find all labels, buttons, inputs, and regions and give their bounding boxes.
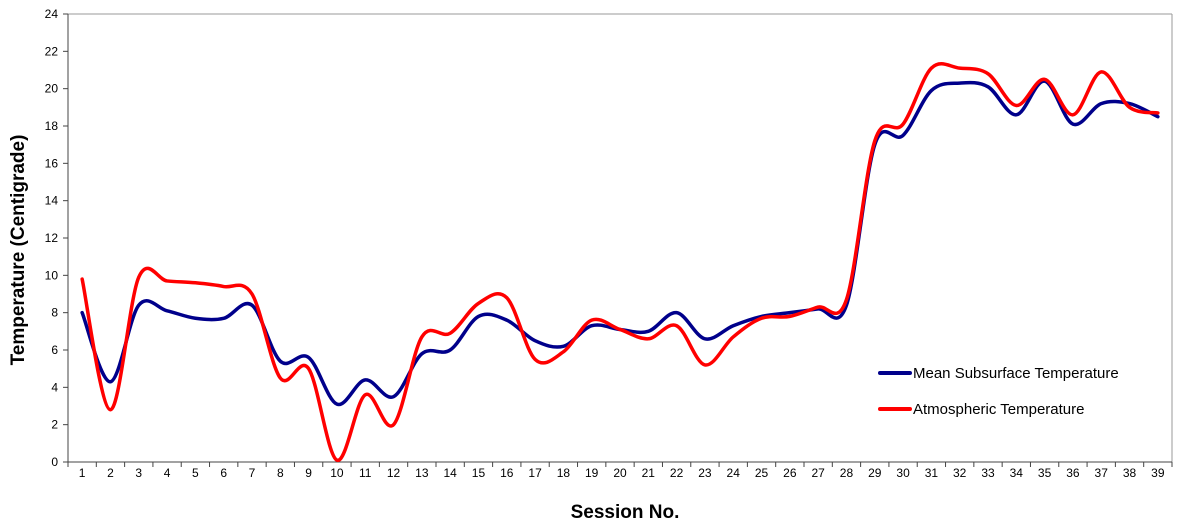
y-tick-label: 18 — [45, 119, 59, 133]
y-tick-label: 24 — [45, 7, 59, 21]
x-tick-label: 18 — [557, 466, 571, 480]
x-tick-labels: 1 2 3 4 5 6 7 8 9 10 11 12 13 14 15 16 17 18 19 20 21 22 23 24 2… — [79, 466, 1165, 480]
x-axis-title: Session No. — [571, 502, 680, 523]
x-tick-label: 28 — [840, 466, 854, 480]
x-tick-label: 31 — [925, 466, 939, 480]
series-line-1 — [80, 62, 1160, 462]
y-tick-label: 16 — [45, 156, 59, 170]
axes — [63, 13, 1173, 467]
legend-label-0: Mean Subsurface Temperature — [913, 365, 1119, 382]
x-tick-label: 25 — [755, 466, 769, 480]
x-tick-label: 5 — [192, 466, 199, 480]
y-tick-label: 6 — [51, 343, 58, 357]
x-tick-label: 20 — [613, 466, 627, 480]
x-tick-label: 24 — [727, 466, 741, 480]
x-tick-label: 12 — [387, 466, 401, 480]
x-tick-label: 6 — [220, 466, 227, 480]
x-tick-label: 21 — [642, 466, 656, 480]
x-tick-label: 35 — [1038, 466, 1052, 480]
series-lines — [80, 62, 1160, 462]
x-tick-label: 15 — [472, 466, 486, 480]
x-tick-label: 22 — [670, 466, 684, 480]
x-tick-label: 3 — [135, 466, 142, 480]
x-tick-label: 7 — [249, 466, 256, 480]
x-tick-label: 16 — [500, 466, 514, 480]
x-tick-label: 10 — [330, 466, 344, 480]
y-tick-label: 14 — [45, 194, 59, 208]
x-tick-label: 38 — [1123, 466, 1137, 480]
x-tick-label: 27 — [811, 466, 825, 480]
y-tick-label: 20 — [45, 82, 59, 96]
x-tick-label: 26 — [783, 466, 797, 480]
x-tick-label: 11 — [359, 466, 372, 480]
x-tick-label: 34 — [1010, 466, 1024, 480]
y-tick-label: 0 — [51, 455, 58, 469]
x-tick-label: 29 — [868, 466, 882, 480]
series-line-0 — [80, 79, 1160, 406]
y-tick-label: 2 — [51, 418, 58, 432]
y-tick-label: 22 — [45, 44, 59, 58]
x-tick-label: 33 — [981, 466, 995, 480]
x-tick-label: 23 — [698, 466, 712, 480]
y-axis-title: Temperature (Centigrade) — [8, 135, 29, 366]
x-tick-label: 30 — [896, 466, 910, 480]
legend: Mean Subsurface Temperature Atmospheric T… — [878, 365, 1119, 418]
legend-label-1: Atmospheric Temperature — [913, 401, 1084, 418]
x-tick-label: 14 — [443, 466, 457, 480]
y-tick-label: 8 — [51, 306, 58, 320]
x-tick-label: 1 — [79, 466, 86, 480]
y-tick-label: 4 — [51, 380, 58, 394]
x-tick-label: 4 — [164, 466, 171, 480]
x-tick-label: 2 — [107, 466, 114, 480]
x-tick-label: 36 — [1066, 466, 1080, 480]
x-tick-label: 39 — [1151, 466, 1165, 480]
x-tick-label: 17 — [528, 466, 542, 480]
x-tick-label: 8 — [277, 466, 284, 480]
y-tick-label: 10 — [45, 268, 59, 282]
x-tick-label: 19 — [585, 466, 599, 480]
y-tick-label: 12 — [45, 231, 59, 245]
x-tick-label: 9 — [305, 466, 312, 480]
x-tick-label: 37 — [1095, 466, 1109, 480]
x-tick-label: 13 — [415, 466, 429, 480]
x-tick-label: 32 — [953, 466, 967, 480]
